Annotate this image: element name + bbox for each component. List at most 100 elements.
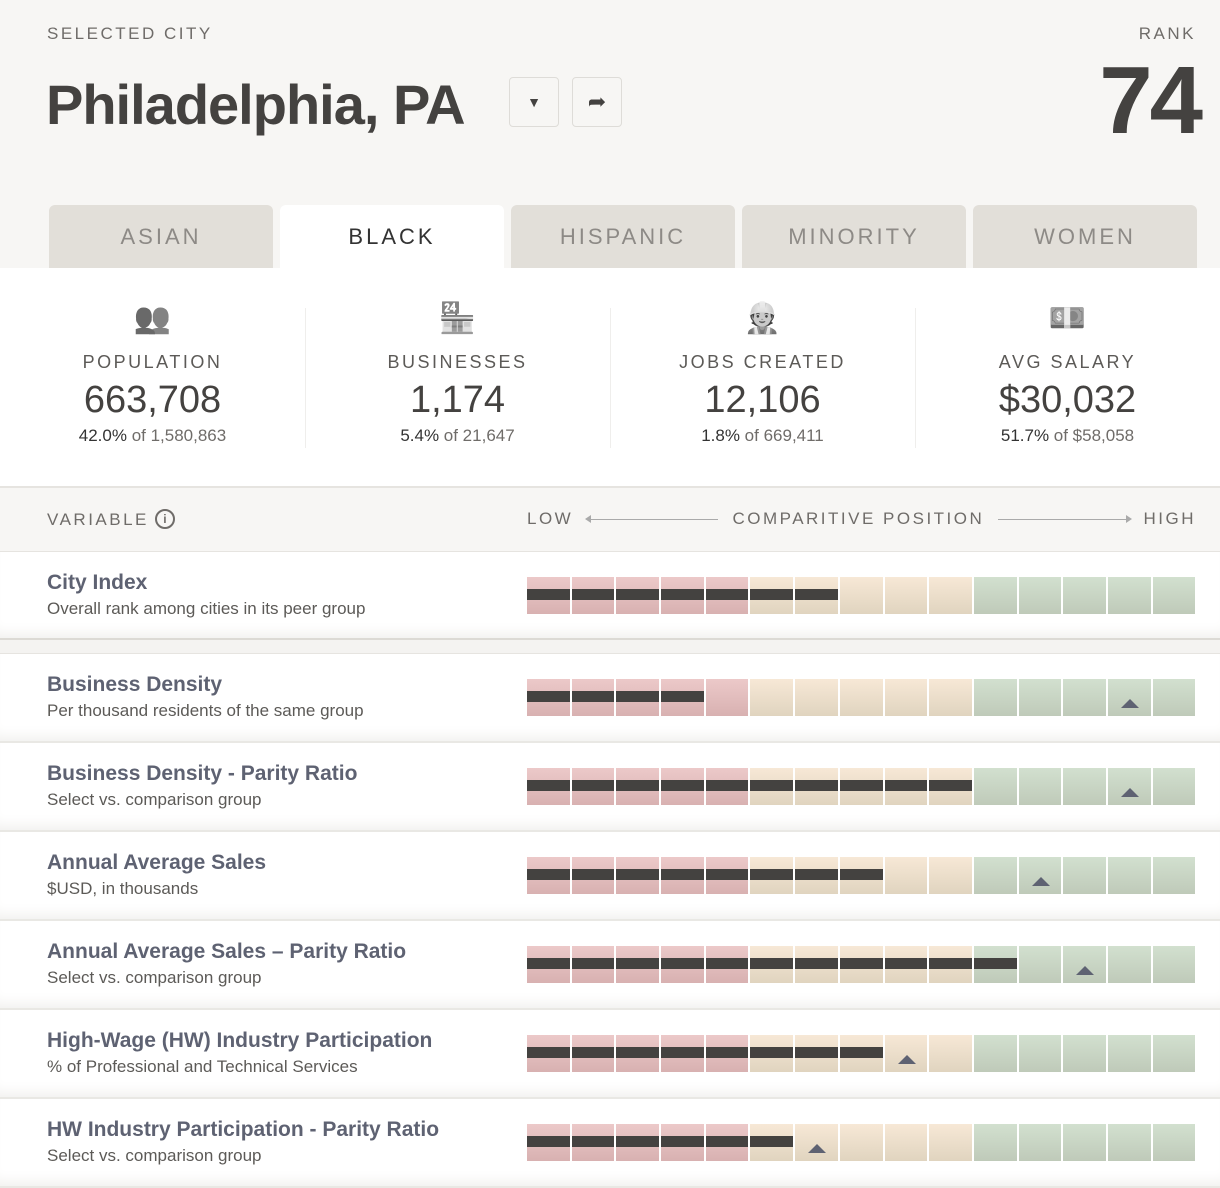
- tab-hispanic[interactable]: HISPANIC: [511, 205, 735, 268]
- stat-value: $30,032: [998, 379, 1137, 421]
- scale-segment-filled: [929, 946, 972, 983]
- scale-segment-filled: [929, 768, 972, 805]
- scale-segment: [929, 1124, 972, 1161]
- scale-segment: [1107, 577, 1151, 614]
- scale-segment-filled: [705, 768, 749, 805]
- scale-segment-filled: [616, 1035, 660, 1072]
- scale-segment-filled: [750, 857, 794, 894]
- scale-segment-filled: [705, 857, 749, 894]
- scale-segment: [1018, 1124, 1062, 1161]
- scale-segment: [839, 577, 883, 614]
- right-arrow-icon: [998, 514, 1132, 523]
- scale-segment-filled: [571, 857, 615, 894]
- variable-subtitle: % of Professional and Technical Services: [47, 1057, 358, 1076]
- scale-segment: [1063, 1124, 1106, 1161]
- scale-segment-filled: [616, 1124, 660, 1161]
- scale-segment-filled: [571, 1035, 615, 1072]
- stat-total: of $58,058: [1049, 426, 1135, 445]
- scale-segment-filled: [571, 946, 615, 983]
- variable-row[interactable]: Business Density - Parity Ratio Select v…: [0, 743, 1220, 832]
- scale-segment-filled: [527, 946, 570, 983]
- comparison-marker-icon: [1121, 788, 1140, 797]
- scale-segment: [1018, 679, 1062, 716]
- scale-segment: [1152, 1035, 1196, 1072]
- scale-segment-filled: [616, 857, 660, 894]
- selected-city-label: SELECTED CITY: [47, 24, 213, 43]
- scale-segment: [1063, 577, 1106, 614]
- scale-segment-filled: [884, 768, 928, 805]
- variable-row[interactable]: City Index Overall rank among cities in …: [0, 552, 1220, 640]
- scale-segment: [973, 679, 1017, 716]
- scale-segment: [1152, 857, 1196, 894]
- divider: [0, 640, 1220, 654]
- scale-segment: [1063, 946, 1106, 983]
- comparison-marker-icon: [1121, 699, 1140, 708]
- stat-total: of 21,647: [439, 426, 515, 445]
- scale-segment: [1018, 768, 1062, 805]
- variable-title: High-Wage (HW) Industry Participation: [47, 1029, 433, 1052]
- position-bar: [527, 1124, 1196, 1161]
- share-button[interactable]: ➦: [572, 77, 622, 127]
- scale-segment-filled: [527, 577, 570, 614]
- stat-value: 663,708: [83, 379, 222, 421]
- variable-row[interactable]: Annual Average Sales $USD, in thousands: [0, 832, 1220, 921]
- stat-total: of 1,580,863: [126, 426, 227, 445]
- scale-segment: [929, 1035, 972, 1072]
- scale-segment: [973, 1124, 1017, 1161]
- variable-title: Annual Average Sales: [47, 851, 267, 874]
- scale-segment-filled: [571, 679, 615, 716]
- scale-segment-filled: [527, 768, 570, 805]
- position-bar: [527, 946, 1196, 983]
- stat-share: 5.4% of 21,647: [305, 426, 610, 446]
- scale-segment-filled: [527, 857, 570, 894]
- position-label: COMPARITIVE POSITION: [732, 509, 985, 528]
- scale-segment: [1107, 1035, 1151, 1072]
- tab-asian[interactable]: ASIAN: [49, 205, 273, 268]
- variable-heading: VARIABLE i: [47, 509, 175, 530]
- tab-black[interactable]: BLACK: [280, 205, 504, 268]
- scale-segment: [1063, 768, 1106, 805]
- scale-segment: [1152, 946, 1196, 983]
- info-icon[interactable]: i: [154, 509, 175, 529]
- scale-segment-filled: [661, 768, 704, 805]
- stat-percent: 1.8%: [701, 426, 740, 445]
- high-label: HIGH: [1143, 509, 1196, 528]
- position-bar: [527, 1035, 1196, 1072]
- variable-row[interactable]: High-Wage (HW) Industry Participation % …: [0, 1010, 1220, 1099]
- stat-percent: 5.4%: [400, 426, 440, 445]
- stat-population: 👥 POPULATION 663,708 42.0% of 1,580,863: [0, 298, 305, 486]
- scale-segment-filled: [973, 946, 1017, 983]
- scale-segment: [1018, 946, 1062, 983]
- variable-rows: City Index Overall rank among cities in …: [0, 552, 1220, 1188]
- scale-segment: [884, 1124, 928, 1161]
- comparative-scale: LOW COMPARITIVE POSITION HIGH: [527, 509, 1196, 529]
- scale-segment-filled: [616, 768, 660, 805]
- group-tabs: ASIAN BLACK HISPANIC MINORITY WOMEN: [49, 205, 1197, 268]
- scale-segment: [1107, 768, 1151, 805]
- variable-row[interactable]: HW Industry Participation - Parity Ratio…: [0, 1099, 1220, 1188]
- scale-segment: [705, 679, 749, 716]
- stat-label: JOBS CREATED: [679, 352, 846, 372]
- stat-businesses: 🏪 BUSINESSES 1,174 5.4% of 21,647: [305, 298, 610, 486]
- variable-subtitle: Overall rank among cities in its peer gr…: [47, 599, 366, 618]
- scale-segment-filled: [616, 679, 660, 716]
- tab-women[interactable]: WOMEN: [973, 205, 1197, 268]
- city-dropdown-button[interactable]: ▼: [509, 77, 559, 127]
- caret-down-icon: ▼: [527, 94, 541, 110]
- share-arrow-icon: ➦: [587, 89, 607, 114]
- money-icon: 💵: [1048, 301, 1087, 335]
- stat-percent: 51.7%: [1000, 426, 1050, 445]
- tab-minority[interactable]: MINORITY: [742, 205, 966, 268]
- variable-title: City Index: [47, 571, 148, 594]
- scale-segment: [1018, 857, 1062, 894]
- scale-segment-filled: [616, 946, 660, 983]
- low-label: LOW: [527, 509, 574, 528]
- header: SELECTED CITY Philadelphia, PA ▼ ➦ RANK …: [0, 0, 1220, 268]
- scale-segment-filled: [750, 946, 794, 983]
- variable-row[interactable]: Annual Average Sales – Parity Ratio Sele…: [0, 921, 1220, 1010]
- scale-segment-filled: [750, 1035, 794, 1072]
- scale-segment: [884, 577, 928, 614]
- variable-row[interactable]: Business Density Per thousand residents …: [0, 654, 1220, 743]
- scale-segment-filled: [795, 577, 838, 614]
- scale-segment-filled: [527, 679, 570, 716]
